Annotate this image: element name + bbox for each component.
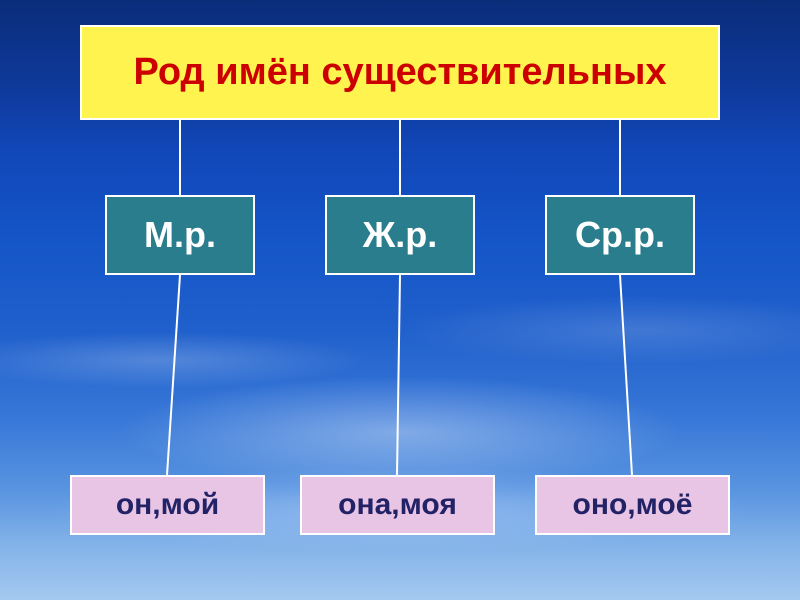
gender-label: Ср.р. <box>575 214 665 256</box>
connector-gender-pronoun-1 <box>167 275 180 475</box>
title-box: Род имён существительных <box>80 25 720 120</box>
diagram-container: Род имён существительных М.р. Ж.р. Ср.р.… <box>0 0 800 600</box>
pronoun-text: оно,моё <box>573 488 693 522</box>
title-text: Род имён существительных <box>133 51 666 94</box>
gender-box-neuter: Ср.р. <box>545 195 695 275</box>
gender-label: М.р. <box>144 214 216 256</box>
pronoun-box-neuter: оно,моё <box>535 475 730 535</box>
connector-gender-pronoun-2 <box>397 275 400 475</box>
gender-box-masculine: М.р. <box>105 195 255 275</box>
pronoun-text: она,моя <box>338 488 457 522</box>
pronoun-box-feminine: она,моя <box>300 475 495 535</box>
gender-label: Ж.р. <box>363 214 438 256</box>
connector-gender-pronoun-3 <box>620 275 632 475</box>
pronoun-box-masculine: он,мой <box>70 475 265 535</box>
pronoun-text: он,мой <box>116 488 219 522</box>
gender-box-feminine: Ж.р. <box>325 195 475 275</box>
